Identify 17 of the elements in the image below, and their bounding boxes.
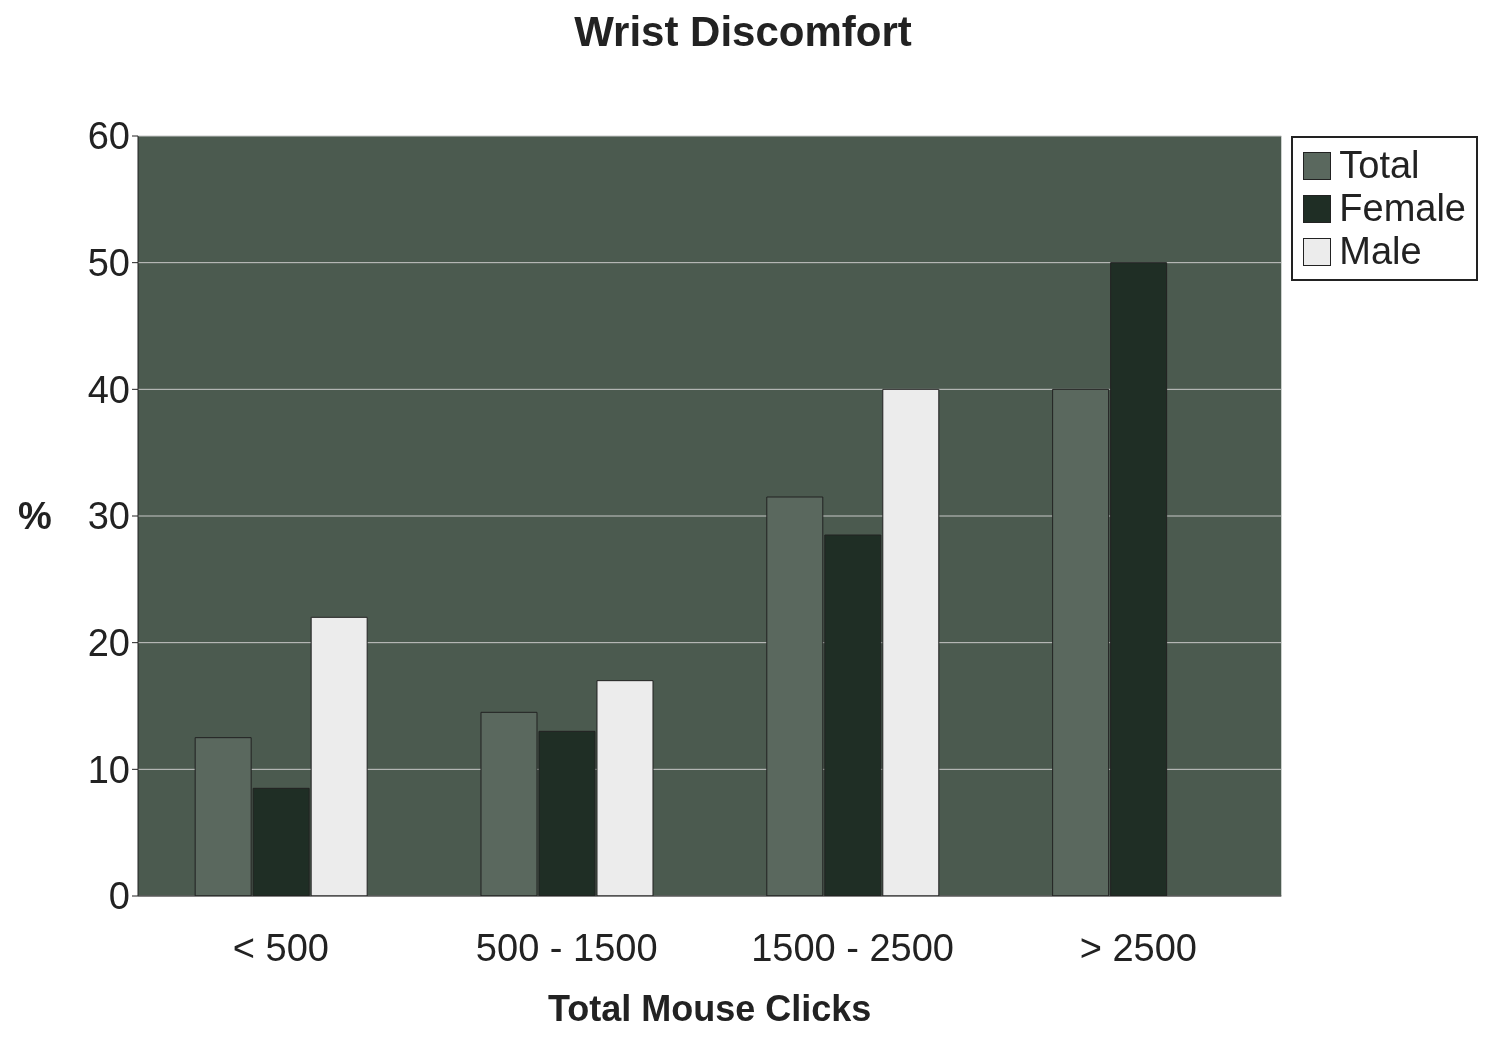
x-tick-label: 500 - 1500 bbox=[475, 926, 658, 969]
y-tick-label: 50 bbox=[87, 242, 130, 285]
legend-label: Male bbox=[1339, 230, 1422, 273]
legend-label: Total bbox=[1339, 144, 1420, 187]
legend-label: Female bbox=[1339, 187, 1466, 230]
chart-title: Wrist Discomfort bbox=[573, 8, 913, 56]
y-tick-label: 10 bbox=[87, 748, 130, 791]
x-axis-title: Total Mouse Clicks bbox=[547, 988, 872, 1029]
x-tick-label: < 500 bbox=[232, 926, 329, 969]
y-tick-label: 30 bbox=[87, 495, 130, 538]
y-axis-title: % bbox=[18, 495, 52, 538]
x-tick-label: > 2500 bbox=[1079, 926, 1198, 969]
y-tick-label: 0 bbox=[108, 875, 130, 918]
y-tick-label: 60 bbox=[87, 115, 130, 158]
y-tick-label: 20 bbox=[87, 622, 130, 665]
y-tick-label: 40 bbox=[87, 368, 130, 411]
x-tick-label: 1500 - 2500 bbox=[751, 926, 954, 969]
